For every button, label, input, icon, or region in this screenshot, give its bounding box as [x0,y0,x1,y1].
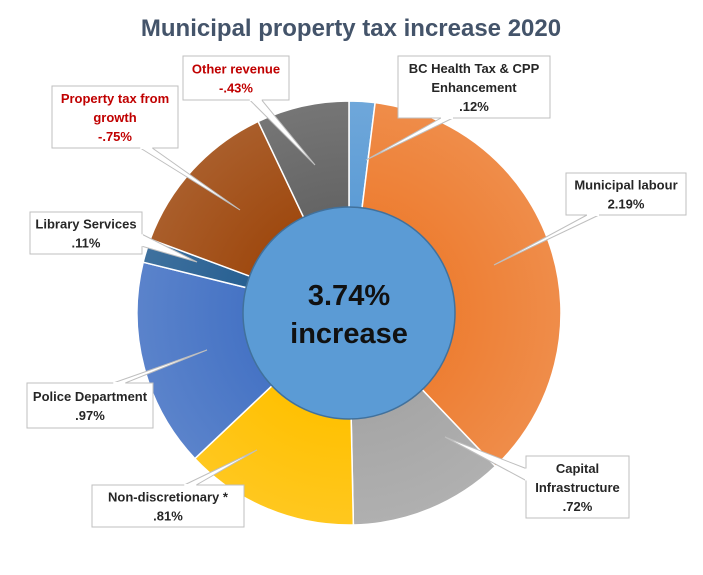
center-circle [242,206,456,420]
pie-slice [348,101,562,468]
callout-box [525,455,630,519]
data-label-callout: Police Department .97% [26,349,208,429]
data-label-callout: Non-discretionary * .81% [91,449,258,528]
slice-value-label: -.75% [98,129,132,144]
slice-category-label: Non-discretionary * [108,490,229,505]
slice-category-label: Municipal labour [574,178,677,193]
slice-value-label: 2.19% [608,197,645,212]
slice-category-label: growth [93,110,136,125]
slice-category-label: Other revenue [192,62,280,77]
slice-value-label: .12% [459,99,489,114]
slice-category-label: Police Department [33,389,148,404]
slice-category-label: BC Health Tax & CPP [409,61,540,76]
chart-title: Municipal property tax increase 2020 [141,15,561,42]
callouts-layer: BC Health Tax & CPP Enhancement .12% Munici… [26,55,687,528]
slice-value-label: .81% [153,509,183,524]
callout-box [91,484,245,528]
callout-box [29,211,143,255]
slice-value-label: .72% [563,499,593,514]
slice-value-label: -.43% [219,81,253,96]
data-label-callout: Library Services .11% [29,211,198,263]
data-label-callout: Other revenue -.43% [182,55,316,166]
slice-category-label: Infrastructure [535,480,620,495]
center-label: 3.74% [308,280,390,312]
data-label-callout: Capital Infrastructure .72% [444,436,630,519]
slice-category-label: Property tax from [61,91,169,106]
center-layer: 3.74% increase [242,206,456,420]
callout-box [182,55,290,101]
slice-category-label: Enhancement [431,80,517,95]
callout-box [26,382,154,429]
callout-box [397,55,551,119]
slice-category-label: Capital [556,461,599,476]
center-label: increase [290,318,408,350]
slice-category-label: Library Services [35,217,136,232]
slice-value-label: .11% [72,236,101,251]
data-label-callout: BC Health Tax & CPP Enhancement .12% [365,55,551,161]
data-label-callout: Municipal labour 2.19% [493,172,687,266]
callout-box [51,85,179,149]
callout-box [565,172,687,216]
slice-value-label: .97% [75,408,105,423]
data-label-callout: Property tax from growth -.75% [51,85,241,211]
